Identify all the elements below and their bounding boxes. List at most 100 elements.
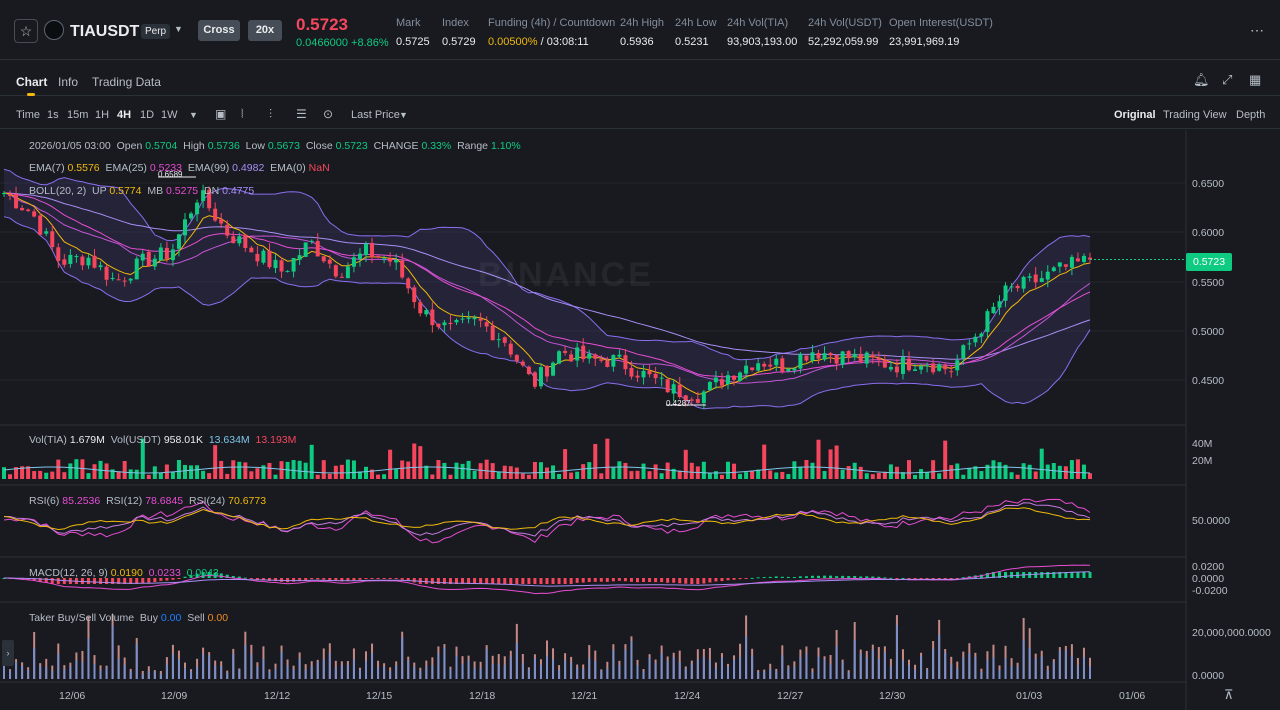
macd-histogram-bar [979,574,983,578]
interval-15m[interactable]: 15m [67,109,89,121]
taker-buy-bar [27,669,30,679]
taker-buy-bar [968,653,971,679]
volume-bar [900,472,905,479]
interval-1s[interactable]: 1s [47,109,59,121]
candle-body [436,323,441,327]
bell-icon[interactable]: 🔔︎ [1193,72,1210,87]
volume-bar [189,465,194,479]
candle-body [237,236,242,244]
taker-buy-bar [9,670,12,679]
stat-label[interactable]: Open Interest(USDT) [889,17,993,29]
macd-histogram-bar [147,578,151,583]
taker-buy-bar [889,665,892,679]
candle-body [164,247,169,259]
margin-mode-button[interactable]: Cross [198,20,240,41]
taker-buy-bar [612,649,615,679]
sidebar-toggle-chevron-icon[interactable]: › [2,640,14,666]
candle-body [919,366,924,370]
taker-buy-bar [286,665,289,679]
stat-label[interactable]: Funding (4h) / Countdown [488,17,616,29]
macd-histogram-bar [274,578,277,582]
indicator-icon[interactable]: ⦚ [241,107,244,121]
calendar-icon[interactable]: ▣ [215,107,227,121]
view-original[interactable]: Original [1114,109,1156,121]
macd-histogram-bar [1058,572,1062,578]
drawing-icon[interactable]: ⊙ [323,107,334,121]
stat-label: 24h Vol(USDT) [808,17,882,29]
view-depth[interactable]: Depth [1236,109,1266,121]
tab-trading-data[interactable]: Trading Data [92,75,161,89]
taker-buy-bar [298,658,301,679]
taker-buy-bar [1070,656,1073,679]
boll-dn: 0.4775 [222,185,255,197]
stat-value: 23,991,969.19 [889,36,960,48]
candle-body [985,311,990,332]
interval-time[interactable]: Time [16,109,41,121]
volume-bar [774,472,779,479]
macd-histogram-bar [611,578,615,582]
stat-open-interest: Open Interest(USDT) 23,991,969.19 [889,17,993,48]
stat-label[interactable]: Mark [396,17,421,29]
candle-body [321,256,326,262]
fit-scale-icon[interactable]: ⊼ [1224,687,1234,702]
symbol-chevron-down-icon[interactable]: ▼ [174,24,183,34]
taker-buy-bar [775,671,778,679]
taker-buy-bar [624,649,627,679]
price-tick: 0.5500 [1192,277,1225,289]
interval-chevron-down-icon[interactable]: ▼ [189,110,198,120]
volume-bar [671,468,676,479]
macd-histogram-bar [86,578,90,584]
candle-body [1015,285,1020,289]
macd-histogram-bar [648,578,652,583]
macd-histogram-bar [883,577,887,579]
date-tick: 12/27 [777,690,804,702]
interval-1h[interactable]: 1H [95,109,110,121]
stat-label[interactable]: Index [442,17,469,29]
candle-body [701,391,706,404]
interval-4h[interactable]: 4H [117,109,132,121]
ohlc-open-label: Open [116,140,143,152]
candle-body [382,258,387,260]
price-tick: 0.4500 [1192,375,1225,387]
tab-info[interactable]: Info [58,75,79,89]
candle-type-icon[interactable]: ⫶ [269,107,273,121]
taker-buy-bar [3,657,5,679]
favorite-star-icon[interactable]: ☆ [14,19,38,43]
volume-bar [32,471,37,479]
interval-1d[interactable]: 1D [140,109,155,121]
interval-1w[interactable]: 1W [161,109,178,121]
price-type-select[interactable]: Last Price [351,109,400,121]
volume-bar [255,468,260,479]
view-trading-view[interactable]: Trading View [1163,109,1227,121]
taker-buy-bar [51,670,54,679]
taker-buy-bar [558,670,561,679]
stat-value: 0.5231 [675,36,709,48]
stat-mark: Mark 0.5725 [396,17,430,48]
expand-icon[interactable]: ⤢ [1222,72,1233,87]
ema25-value: 0.5233 [149,162,182,174]
more-options-icon[interactable]: ⋯ [1250,22,1264,38]
taker-buy-bar [835,646,838,679]
volume-bar [545,467,549,479]
settings-icon[interactable]: ☰ [296,107,307,121]
last-price: 0.5723 [296,15,348,34]
ohlc-legend: 2026/01/05 03:00 Open 0.5704 High 0.5736… [29,140,521,152]
symbol-name[interactable]: TIAUSDT [70,23,140,40]
volume-bar [237,461,242,479]
candlestick-chart[interactable] [0,130,1280,710]
volume-bar [74,459,79,479]
macd-histogram-bar [171,578,175,580]
taker-buy-bar [358,669,361,679]
ohlc-range-label: Range [457,140,489,152]
taker-buy-bar [401,637,404,679]
leverage-button[interactable]: 20x [248,20,282,41]
taker-buy-bar [974,656,977,679]
layout-grid-icon[interactable]: ▦ [1249,72,1262,87]
macd-histogram-bar [497,578,501,584]
tab-chart[interactable]: Chart [16,75,48,89]
macd-value-1: 0.0190 [110,567,143,579]
ohlc-change-label: CHANGE [373,140,419,152]
price-type-chevron-down-icon[interactable]: ▼ [399,110,408,120]
volume-bar [611,467,616,479]
volume-bar [719,474,724,479]
